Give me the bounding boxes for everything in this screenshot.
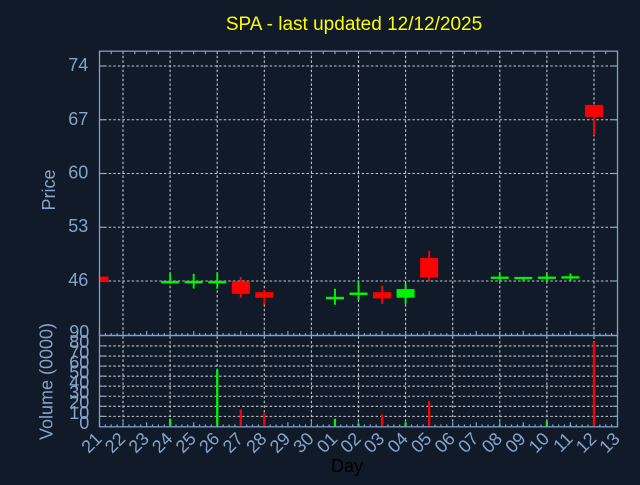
svg-text:Volume (0000): Volume (0000) [37,323,57,440]
svg-text:Price: Price [39,169,59,210]
svg-text:70: 70 [69,342,89,362]
svg-text:53: 53 [68,216,88,236]
svg-text:60: 60 [68,163,88,183]
svg-text:10: 10 [69,403,89,423]
svg-text:40: 40 [69,373,89,393]
svg-text:30: 30 [69,383,89,403]
svg-text:90: 90 [69,322,89,342]
svg-text:60: 60 [69,352,89,372]
svg-text:50: 50 [69,363,89,383]
svg-text:46: 46 [68,270,88,290]
svg-text:0: 0 [79,413,89,433]
svg-text:Day: Day [331,456,363,476]
svg-text:74: 74 [68,55,88,75]
svg-text:67: 67 [68,109,88,129]
svg-text:SPA - last updated 12/12/2025: SPA - last updated 12/12/2025 [226,14,482,35]
svg-text:20: 20 [69,393,89,413]
svg-text:80: 80 [69,332,89,352]
